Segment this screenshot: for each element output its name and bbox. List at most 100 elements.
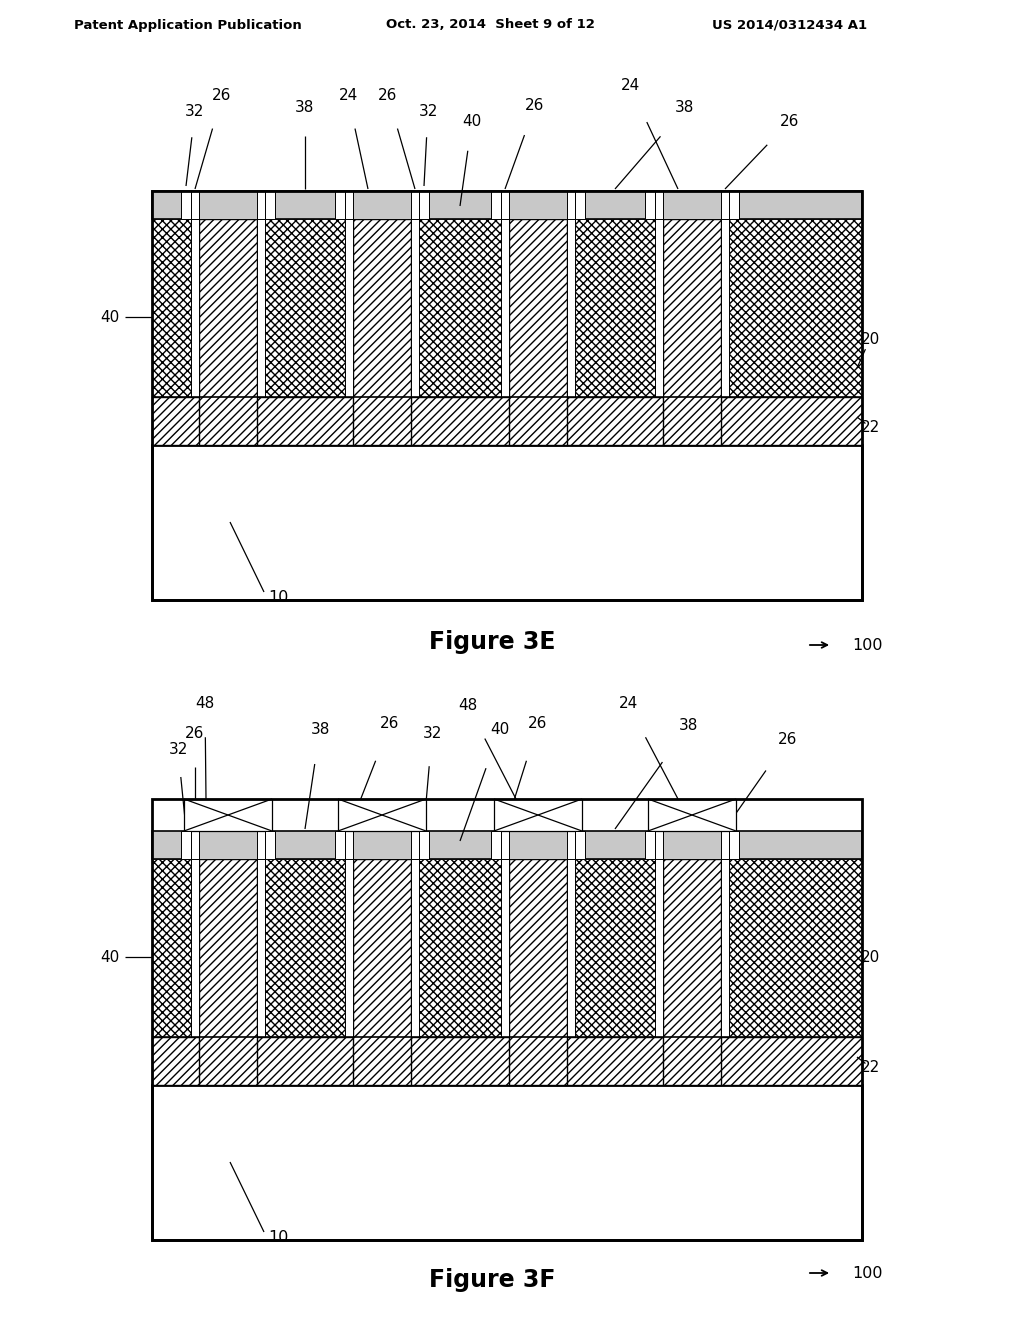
Bar — [729, 832, 739, 859]
Bar — [575, 859, 655, 1038]
Text: 26: 26 — [378, 88, 397, 103]
Bar — [152, 832, 862, 859]
Text: 24: 24 — [621, 78, 640, 94]
Bar — [345, 191, 419, 219]
Bar — [501, 191, 575, 219]
Bar — [353, 859, 411, 1085]
Bar — [501, 832, 575, 859]
Text: 40: 40 — [490, 722, 510, 737]
Bar — [257, 219, 265, 397]
Text: 32: 32 — [419, 103, 437, 119]
Bar — [419, 832, 429, 859]
Bar — [663, 191, 721, 219]
Bar — [575, 191, 585, 219]
Bar — [181, 191, 191, 219]
Bar — [353, 832, 411, 859]
Bar — [663, 859, 721, 1085]
Text: 26: 26 — [780, 114, 800, 128]
Bar — [419, 859, 501, 1038]
Bar — [265, 191, 275, 219]
Bar — [411, 859, 419, 1038]
Bar — [199, 832, 257, 859]
Bar — [191, 859, 199, 1038]
Bar — [655, 219, 663, 397]
Text: 22: 22 — [860, 1060, 880, 1074]
Bar — [411, 219, 419, 397]
Bar — [345, 219, 353, 397]
Bar — [265, 859, 345, 1038]
Text: Figure 3E: Figure 3E — [429, 630, 555, 653]
Bar — [645, 191, 655, 219]
Text: 26: 26 — [185, 726, 205, 742]
Text: 32: 32 — [422, 726, 441, 742]
Bar — [152, 799, 862, 1239]
Bar — [152, 1038, 862, 1085]
Bar — [353, 191, 411, 219]
Text: 38: 38 — [675, 100, 694, 116]
Bar — [509, 191, 567, 219]
Bar — [152, 445, 862, 601]
Text: 38: 38 — [678, 718, 697, 734]
Bar — [494, 799, 582, 832]
Text: 24: 24 — [338, 88, 357, 103]
Bar — [655, 859, 663, 1038]
Bar — [191, 832, 265, 859]
Text: 10: 10 — [268, 1230, 288, 1246]
Text: 100: 100 — [852, 638, 883, 652]
Text: 48: 48 — [459, 698, 477, 714]
Text: 26: 26 — [778, 731, 798, 747]
Bar — [338, 799, 426, 832]
Bar — [509, 859, 567, 1085]
Bar — [501, 219, 509, 397]
Text: 38: 38 — [310, 722, 330, 737]
Text: 48: 48 — [196, 697, 215, 711]
Bar — [663, 832, 721, 859]
Bar — [419, 219, 501, 397]
Text: 26: 26 — [525, 99, 545, 114]
Text: 32: 32 — [185, 103, 205, 119]
Bar — [191, 219, 199, 397]
Text: 20: 20 — [860, 949, 880, 965]
Bar — [191, 191, 265, 219]
Text: 40: 40 — [100, 309, 120, 325]
Bar — [353, 219, 411, 445]
Bar — [345, 832, 419, 859]
Bar — [575, 219, 655, 397]
Text: 26: 26 — [380, 717, 399, 731]
Bar — [509, 832, 567, 859]
Bar — [152, 191, 862, 219]
Bar — [257, 859, 265, 1038]
Bar — [199, 219, 257, 445]
Bar — [419, 191, 429, 219]
Bar — [152, 1085, 862, 1239]
Bar — [265, 832, 275, 859]
Text: 38: 38 — [295, 100, 314, 116]
Text: 40: 40 — [463, 114, 481, 128]
Bar — [567, 859, 575, 1038]
Bar — [490, 191, 501, 219]
Bar — [265, 219, 345, 397]
Text: 40: 40 — [100, 949, 120, 965]
Bar — [152, 219, 191, 397]
Text: 32: 32 — [168, 742, 187, 756]
Bar — [335, 191, 345, 219]
Bar — [199, 859, 257, 1085]
Bar — [721, 219, 729, 397]
Bar — [199, 191, 257, 219]
Text: 24: 24 — [618, 697, 638, 711]
Bar — [655, 191, 729, 219]
Bar — [729, 859, 862, 1038]
Text: 26: 26 — [212, 88, 231, 103]
Text: Patent Application Publication: Patent Application Publication — [74, 18, 302, 32]
Bar — [335, 832, 345, 859]
Bar — [152, 191, 862, 601]
Bar — [645, 832, 655, 859]
Bar — [490, 832, 501, 859]
Bar — [721, 859, 729, 1038]
Bar — [184, 799, 272, 832]
Bar — [501, 859, 509, 1038]
Text: 10: 10 — [268, 590, 288, 606]
Bar — [152, 397, 862, 445]
Bar — [345, 859, 353, 1038]
Bar — [655, 832, 729, 859]
